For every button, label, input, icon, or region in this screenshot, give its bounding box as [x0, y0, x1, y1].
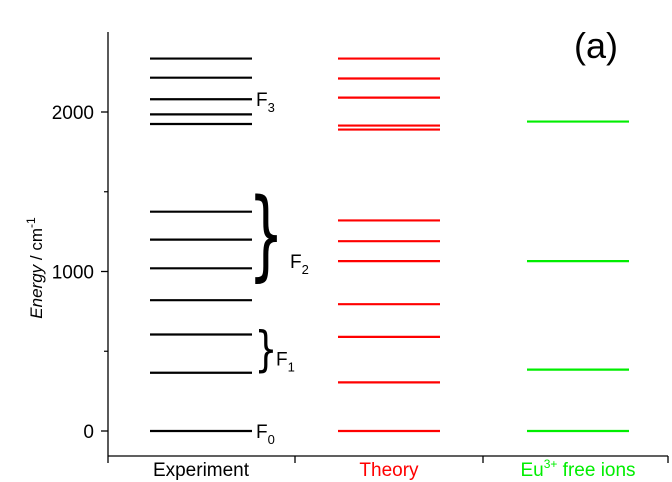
term-label: F2	[290, 252, 309, 277]
y-tick-label: 2000	[52, 103, 94, 124]
y-tick-label: 0	[83, 422, 94, 443]
term-label: F0	[256, 422, 275, 447]
curly-brace-icon: }	[248, 177, 284, 291]
term-label: F3	[256, 90, 275, 115]
energy-levels	[150, 57, 629, 433]
axes: 0 1000 2000 Experiment Theory Eu3+ free ions	[52, 32, 669, 481]
category-label: Eu3+ free ions	[520, 457, 635, 481]
panel-label: (a)	[574, 25, 618, 66]
category-label: Experiment	[153, 460, 250, 481]
curly-brace-icon: }	[255, 321, 278, 378]
category-label: Theory	[359, 460, 419, 481]
term-label: F1	[276, 350, 295, 375]
y-tick-label: 1000	[52, 263, 94, 284]
y-axis-title: Energy / cm-1	[24, 217, 46, 319]
